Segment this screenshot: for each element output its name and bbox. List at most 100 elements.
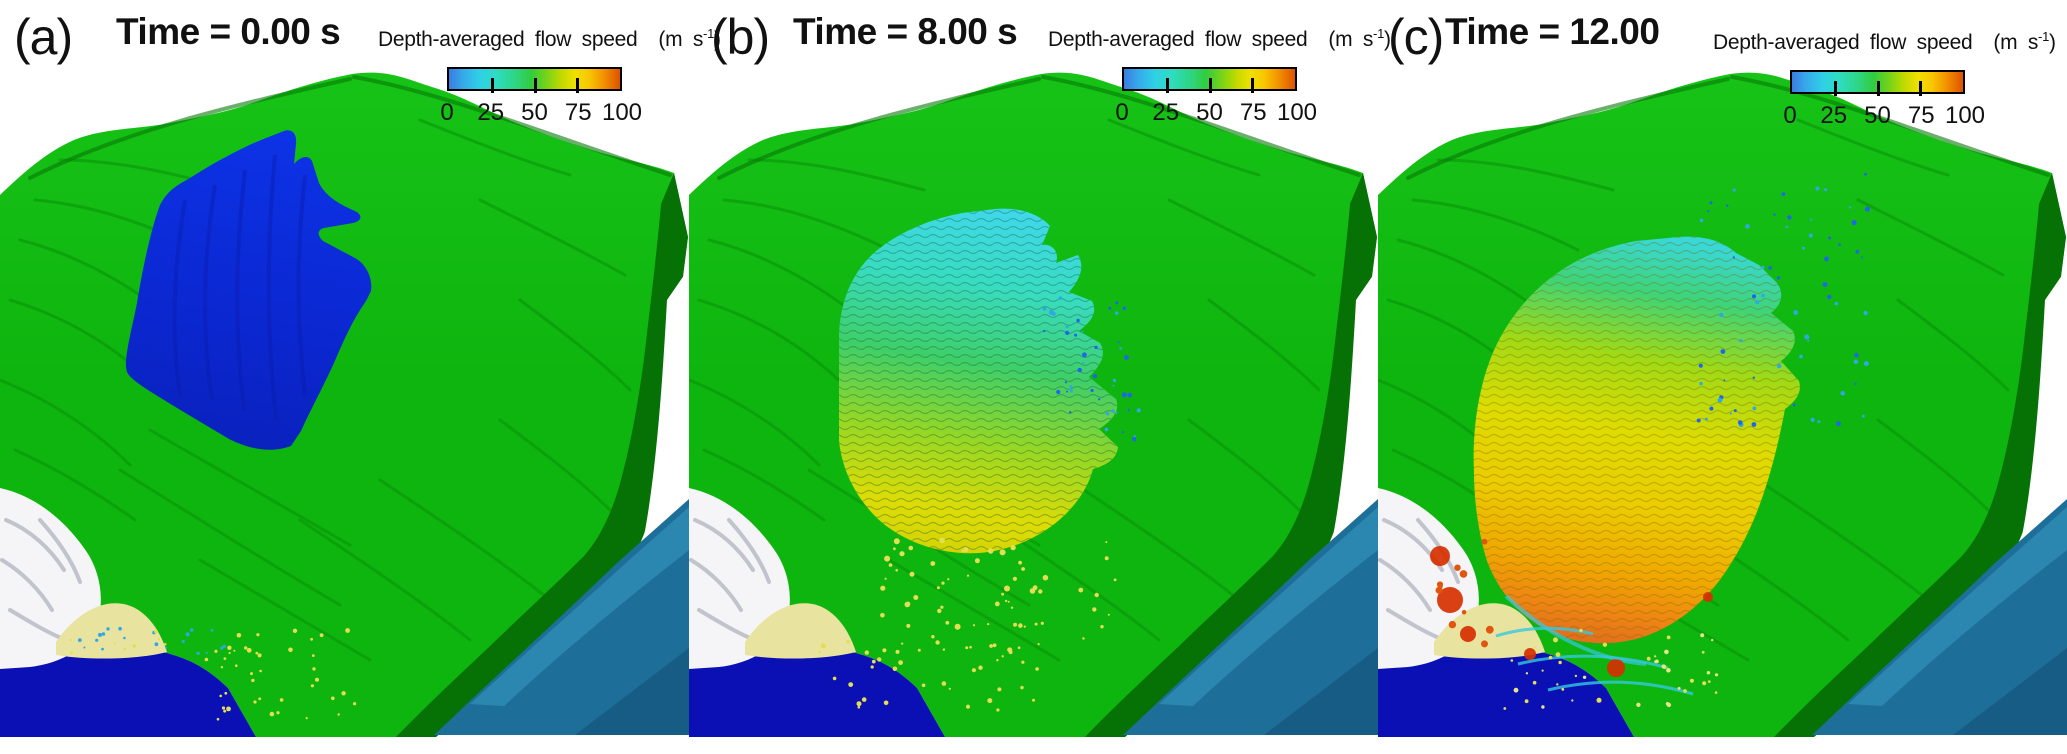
debris-speckle bbox=[969, 645, 972, 649]
debris-speckle bbox=[1558, 660, 1562, 665]
debris-speckle bbox=[1004, 585, 1010, 592]
debris-speckle bbox=[1007, 600, 1010, 603]
debris-speckle bbox=[1808, 233, 1813, 238]
debris-speckle bbox=[1082, 637, 1085, 640]
debris-speckle bbox=[221, 706, 226, 710]
debris-speckle bbox=[269, 711, 275, 717]
debris-speckle bbox=[965, 646, 969, 650]
debris-speckle bbox=[1048, 309, 1054, 315]
debris-speckle bbox=[1714, 673, 1719, 677]
background-wedge bbox=[2022, 268, 2067, 536]
terrain-wrinkle bbox=[498, 418, 612, 512]
debris-speckle bbox=[987, 548, 994, 554]
debris-speckle bbox=[1114, 311, 1119, 315]
debris-speckle bbox=[1864, 172, 1867, 176]
debris-speckle bbox=[937, 608, 942, 614]
debris-speckle bbox=[259, 669, 262, 673]
debris-speckle bbox=[1532, 680, 1537, 685]
high-speed-spot bbox=[1607, 659, 1625, 677]
ridge-crease bbox=[28, 77, 352, 180]
debris-speckle bbox=[1785, 225, 1789, 229]
debris-speckle bbox=[1828, 236, 1832, 240]
debris-speckle bbox=[233, 649, 236, 652]
debris-speckle bbox=[1069, 384, 1073, 389]
debris-speckle bbox=[947, 578, 950, 581]
debris-speckle bbox=[1855, 250, 1859, 254]
debris-speckle bbox=[223, 657, 227, 660]
bottom-margin bbox=[689, 737, 1378, 754]
debris-speckle bbox=[251, 678, 255, 683]
debris-speckle bbox=[994, 601, 1000, 607]
debris-speckle bbox=[1042, 307, 1047, 311]
debris-speckle bbox=[1699, 218, 1704, 223]
debris-speckle bbox=[1804, 334, 1810, 340]
debris-speckle bbox=[1127, 408, 1130, 412]
debris-speckle bbox=[1104, 556, 1109, 561]
debris-speckle bbox=[1012, 576, 1017, 581]
debris-speckle bbox=[987, 698, 993, 704]
debris-speckle bbox=[1121, 392, 1127, 398]
debris-speckle bbox=[1700, 633, 1705, 638]
debris-speckle bbox=[1723, 379, 1726, 382]
debris-speckle bbox=[1481, 538, 1488, 545]
debris-speckle bbox=[848, 682, 854, 687]
debris-speckle bbox=[1729, 412, 1732, 415]
debris-speckle bbox=[1707, 210, 1710, 213]
debris-speckle bbox=[1666, 635, 1671, 640]
debris-speckle bbox=[123, 636, 126, 640]
debris-speckle bbox=[1117, 341, 1120, 344]
debris-speckle bbox=[222, 644, 226, 648]
debris-speckle bbox=[227, 645, 232, 650]
terrain-wrinkle bbox=[722, 198, 891, 252]
water-slab bbox=[1123, 499, 1378, 735]
splash-fringe bbox=[1504, 594, 1647, 666]
debris-speckle bbox=[877, 657, 882, 662]
debris-speckle bbox=[1571, 699, 1574, 702]
debris-speckle bbox=[1023, 625, 1026, 628]
colorbar-tick-mark bbox=[1833, 81, 1837, 96]
debris-speckle bbox=[1817, 420, 1821, 424]
debris-speckle bbox=[1711, 638, 1714, 642]
debris-speckle bbox=[1548, 655, 1553, 660]
debris-speckle bbox=[83, 646, 86, 649]
terrain-wrinkle bbox=[1107, 118, 1261, 177]
debris-speckle bbox=[1698, 363, 1703, 368]
debris-speckle bbox=[1709, 406, 1714, 411]
colorbar-tick-labels-c: 0 25 50 75 100 bbox=[1783, 104, 1985, 132]
debris-speckle bbox=[1702, 681, 1707, 686]
debris-speckle bbox=[1666, 702, 1672, 708]
high-speed-spot bbox=[1430, 546, 1450, 566]
debris-speckle bbox=[220, 666, 224, 669]
debris-speckle bbox=[1854, 382, 1857, 385]
colorbar-title-a: Depth-averaged flow speed (m s-1) bbox=[378, 27, 721, 50]
terrain-wrinkle bbox=[0, 378, 132, 467]
debris-speckle bbox=[1082, 352, 1087, 358]
debris-speckle bbox=[1510, 659, 1514, 662]
colorbar-b bbox=[1122, 67, 1297, 93]
debris-speckle bbox=[1809, 218, 1813, 221]
high-speed-spot bbox=[1460, 626, 1476, 642]
background-wedge bbox=[1333, 268, 1378, 536]
panel-letter-a: (a) bbox=[14, 9, 73, 65]
debris-speckle bbox=[1001, 592, 1004, 596]
debris-speckle bbox=[235, 664, 238, 667]
debris-speckle bbox=[941, 681, 947, 686]
terrain-wrinkle bbox=[1856, 198, 2005, 277]
debris-speckle bbox=[1827, 294, 1832, 300]
debris-speckle bbox=[1802, 246, 1805, 250]
debris-speckle bbox=[1065, 325, 1069, 329]
debris-speckle bbox=[1115, 301, 1119, 305]
water-slab-highlight bbox=[470, 507, 689, 706]
debris-speckle bbox=[220, 646, 224, 650]
colorbar-tick-mark bbox=[576, 78, 580, 93]
debris-speckle bbox=[101, 632, 106, 636]
mass-contour-texture bbox=[839, 208, 1118, 554]
debris-speckle bbox=[930, 561, 936, 566]
debris-speckle bbox=[1454, 564, 1461, 571]
debris-speckle bbox=[1020, 685, 1024, 690]
debris-speckle bbox=[820, 643, 826, 649]
debris-speckle bbox=[909, 571, 915, 577]
debris-speckle bbox=[963, 547, 969, 553]
debris-speckle bbox=[880, 585, 886, 591]
